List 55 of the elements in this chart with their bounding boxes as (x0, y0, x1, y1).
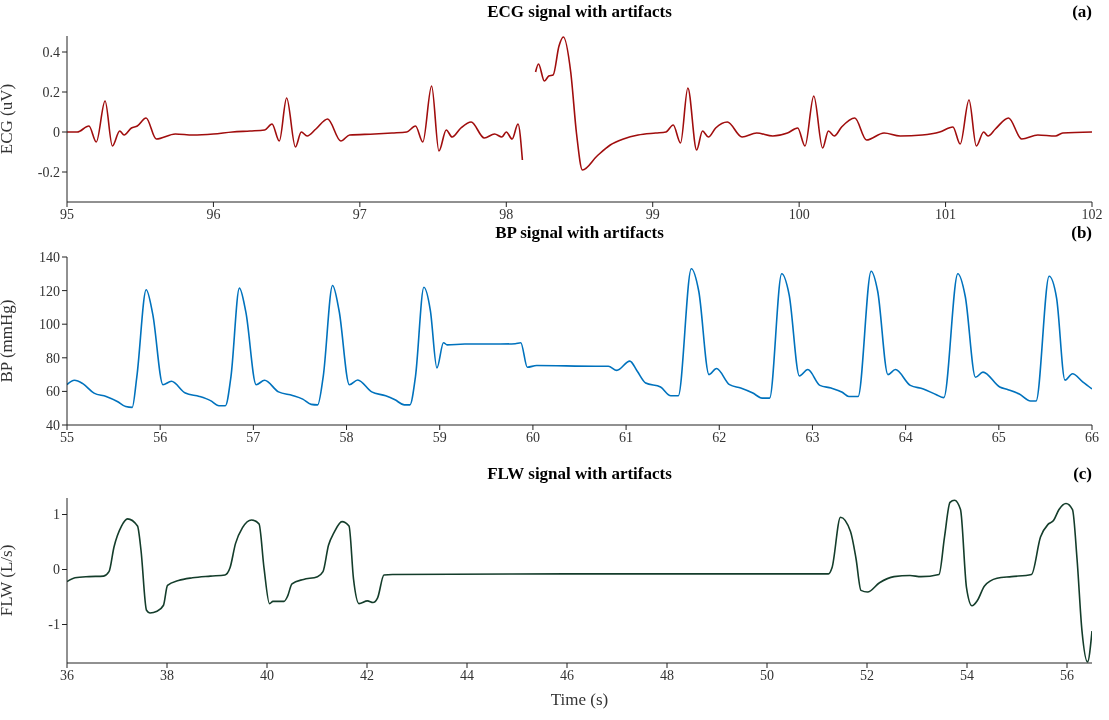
x-tick-label: 56 (153, 429, 168, 445)
x-tick-label: 44 (460, 667, 474, 683)
x-tick-label: 57 (246, 429, 261, 445)
y-tick-label: 0 (53, 124, 60, 140)
x-tick-label: 56 (1060, 667, 1074, 683)
x-tick-label: 60 (525, 429, 540, 445)
line-series (67, 267, 1092, 409)
chart-title: FLW signal with artifacts (487, 464, 672, 483)
x-tick-label: 96 (206, 206, 221, 222)
x-tick-label: 38 (160, 667, 174, 683)
chart-title: ECG signal with artifacts (487, 2, 672, 21)
x-tick-label: 95 (60, 206, 74, 222)
chart-title: BP signal with artifacts (495, 223, 664, 242)
x-tick-label: 50 (760, 667, 774, 683)
x-tick-label: 97 (352, 206, 367, 222)
x-tick-label: 59 (432, 429, 447, 445)
x-tick-label: 66 (1085, 429, 1099, 445)
y-tick-label: 120 (39, 283, 60, 299)
x-tick-label: 40 (260, 667, 274, 683)
x-tick-label: 46 (560, 667, 574, 683)
x-tick-label: 98 (499, 206, 514, 222)
y-axis-title: ECG (uV) (0, 83, 17, 155)
x-tick-label: 64 (898, 429, 913, 445)
x-tick-label: 65 (991, 429, 1006, 445)
y-tick-label: 80 (46, 350, 60, 366)
x-tick-label: 58 (339, 429, 354, 445)
text: (a) (1072, 2, 1092, 22)
x-tick-label: 99 (645, 206, 660, 222)
y-tick-label: 140 (39, 249, 60, 265)
x-tick-label: 36 (60, 667, 74, 683)
x-tick-label: 42 (360, 667, 374, 683)
x-axis-title: Time (s) (550, 690, 609, 709)
x-tick-label: 62 (712, 429, 727, 445)
x-tick-label: 61 (619, 429, 634, 445)
x-tick-label: 54 (960, 667, 974, 683)
y-axis-title: BP (mmHg) (0, 299, 17, 383)
y-tick-label: 0.2 (42, 84, 60, 100)
x-tick-label: 63 (805, 429, 820, 445)
text: (c) (1073, 464, 1092, 484)
x-tick-label: 102 (1081, 206, 1103, 222)
y-tick-label: 0 (53, 562, 60, 578)
x-tick-label: 101 (935, 206, 957, 222)
y-tick-label: 100 (39, 317, 60, 333)
x-tick-label: 100 (788, 206, 810, 222)
y-tick-label: 0.4 (42, 44, 60, 60)
y-tick-label: 40 (46, 417, 60, 433)
y-axis-title: FLW (L/s) (0, 544, 17, 617)
x-tick-label: 55 (60, 429, 74, 445)
text: (b) (1071, 223, 1092, 243)
y-tick-label: -0.2 (37, 164, 60, 180)
x-tick-label: 52 (860, 667, 874, 683)
x-tick-label: 48 (660, 667, 674, 683)
y-tick-label: 1 (53, 507, 60, 523)
y-tick-label: 60 (46, 384, 60, 400)
y-tick-label: -1 (48, 617, 60, 633)
